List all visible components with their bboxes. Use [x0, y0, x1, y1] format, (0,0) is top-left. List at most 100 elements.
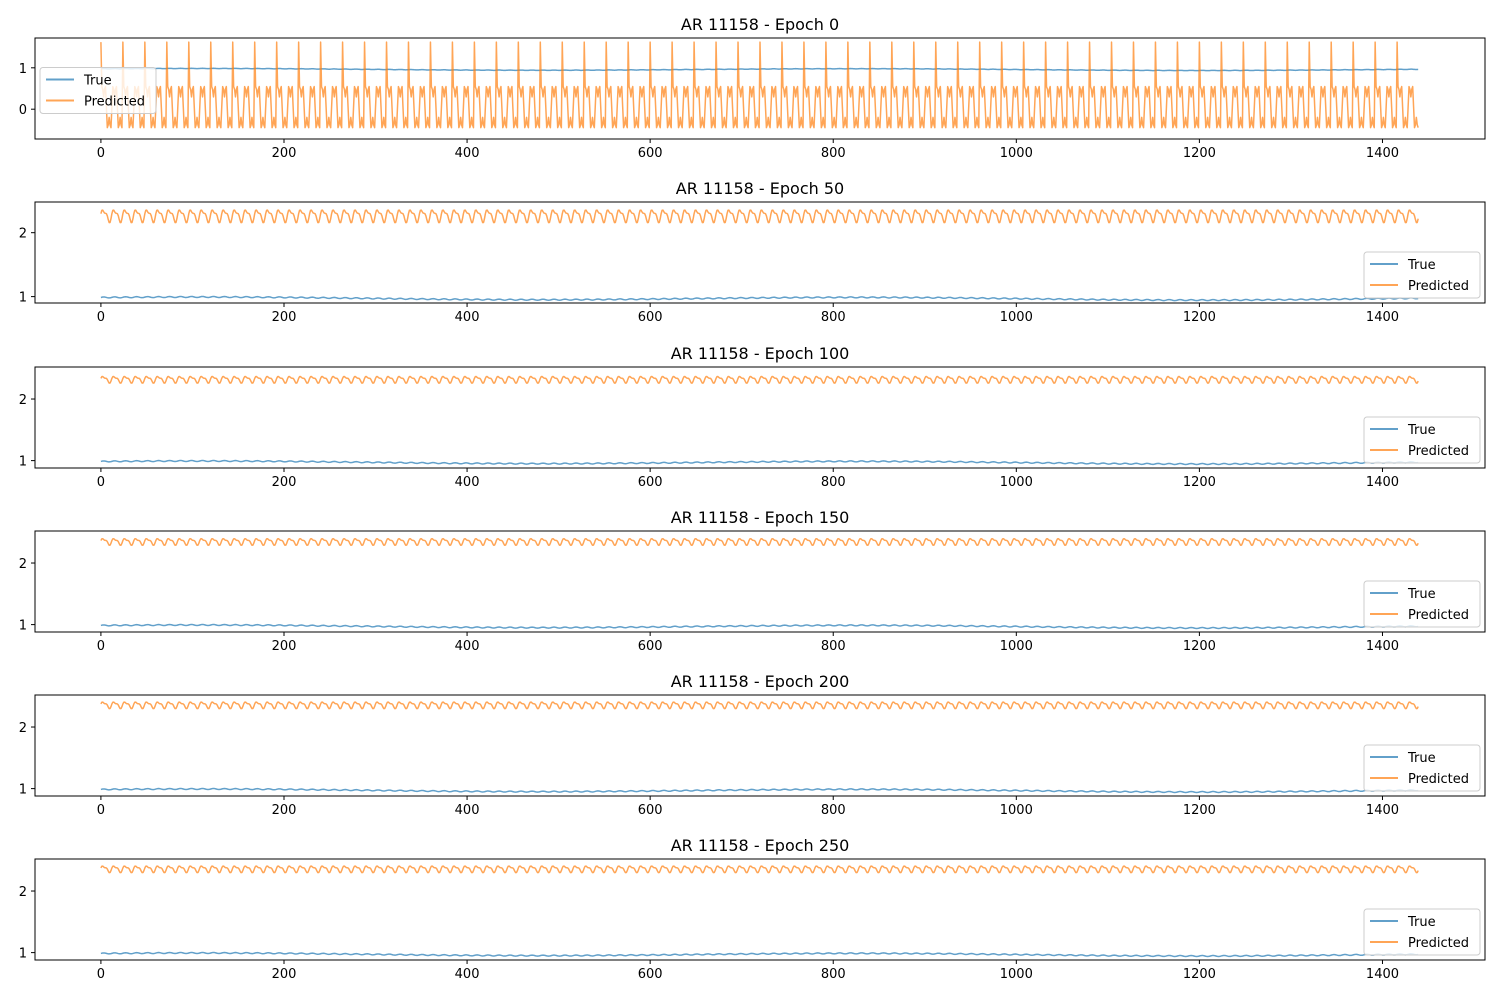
x-tick-label: 800: [821, 475, 846, 490]
y-tick-label: 1: [19, 62, 27, 77]
x-tick-label: 600: [638, 803, 663, 818]
x-tick-label: 1200: [1183, 803, 1216, 818]
chart-title: AR 11158 - Epoch 0: [681, 15, 839, 34]
legend-label: Predicted: [84, 95, 145, 110]
x-tick-label: 0: [97, 803, 105, 818]
series-line-true: [100, 951, 1419, 958]
chart-title: AR 11158 - Epoch 200: [671, 672, 850, 691]
x-tick-label: 1400: [1366, 967, 1399, 982]
chart-title: AR 11158 - Epoch 150: [671, 508, 850, 527]
series-group: [100, 41, 1419, 129]
subplot-3: AR 11158 - Epoch 150 0 200 400 600 800 1000 120…: [19, 508, 1486, 654]
axes-frame: [34, 366, 1486, 469]
legend-label: Predicted: [1408, 444, 1469, 459]
x-tick-label: 800: [821, 146, 846, 161]
series-line-predicted: [100, 865, 1419, 874]
legend: True Predicted: [39, 67, 157, 114]
x-tick-label: 600: [638, 967, 663, 982]
series-line-predicted: [100, 701, 1419, 710]
x-tick-label: 400: [455, 639, 480, 654]
axes-frame: [34, 37, 1486, 140]
axes-frame: [34, 694, 1486, 797]
series-group: [100, 375, 1419, 466]
x-tick-label: 400: [455, 310, 480, 325]
x-tick-label: 800: [821, 639, 846, 654]
axes-frame: [34, 201, 1486, 304]
series-line-true: [100, 459, 1419, 466]
subplot-2: AR 11158 - Epoch 100 0 200 400 600 800 1000 120…: [19, 344, 1486, 490]
x-tick-label: 400: [455, 146, 480, 161]
x-tick-label: 1000: [1000, 803, 1033, 818]
x-tick-label: 0: [97, 639, 105, 654]
y-tick-label: 1: [19, 947, 27, 962]
legend: True Predicted: [1363, 744, 1481, 792]
chart-title: AR 11158 - Epoch 250: [671, 836, 850, 855]
x-tick-label: 1400: [1366, 146, 1399, 161]
y-tick-label: 2: [19, 885, 27, 900]
series-line-true: [100, 787, 1419, 794]
x-tick-label: 200: [272, 310, 297, 325]
x-tick-label: 0: [97, 475, 105, 490]
legend-label: True: [1407, 587, 1436, 602]
x-tick-label: 200: [272, 146, 297, 161]
legend: True Predicted: [1363, 251, 1481, 299]
series-group: [100, 701, 1419, 794]
legend-label: Predicted: [1408, 772, 1469, 787]
x-tick-label: 600: [638, 146, 663, 161]
x-tick-label: 400: [455, 967, 480, 982]
y-tick-label: 1: [19, 291, 27, 306]
y-tick-label: 2: [19, 557, 27, 572]
x-tick-label: 1200: [1183, 475, 1216, 490]
x-tick-label: 1200: [1183, 967, 1216, 982]
x-tick-label: 200: [272, 475, 297, 490]
legend-label: True: [1407, 423, 1436, 438]
subplot-5: AR 11158 - Epoch 250 0 200 400 600 800 1000 120…: [19, 836, 1486, 982]
legend-label: True: [1407, 751, 1436, 766]
x-tick-label: 1200: [1183, 639, 1216, 654]
axes-frame: [34, 858, 1486, 961]
x-tick-label: 200: [272, 803, 297, 818]
x-tick-label: 200: [272, 967, 297, 982]
x-tick-label: 0: [97, 967, 105, 982]
x-tick-label: 0: [97, 146, 105, 161]
chart-title: AR 11158 - Epoch 100: [671, 344, 850, 363]
x-tick-label: 200: [272, 639, 297, 654]
x-tick-label: 800: [821, 310, 846, 325]
x-tick-label: 600: [638, 475, 663, 490]
subplot-1: AR 11158 - Epoch 50 0 200 400 600 800 1000 1200…: [19, 179, 1486, 325]
y-tick-label: 1: [19, 783, 27, 798]
x-tick-label: 400: [455, 803, 480, 818]
y-tick-label: 0: [19, 103, 27, 118]
x-tick-label: 1400: [1366, 310, 1399, 325]
subplot-4: AR 11158 - Epoch 200 0 200 400 600 800 1000 120…: [19, 672, 1486, 818]
legend-label: Predicted: [1408, 279, 1469, 294]
axes-frame: [34, 530, 1486, 633]
x-tick-label: 1400: [1366, 475, 1399, 490]
x-tick-label: 800: [821, 803, 846, 818]
series-line-predicted: [100, 375, 1419, 384]
y-tick-label: 1: [19, 619, 27, 634]
legend: True Predicted: [1363, 908, 1481, 956]
legend-label: True: [83, 74, 112, 89]
x-tick-label: 400: [455, 475, 480, 490]
y-tick-label: 2: [19, 393, 27, 408]
x-tick-label: 1200: [1183, 310, 1216, 325]
x-tick-label: 1000: [1000, 967, 1033, 982]
series-line-predicted: [100, 537, 1419, 546]
y-tick-label: 2: [19, 721, 27, 736]
x-tick-label: 0: [97, 310, 105, 325]
legend-label: Predicted: [1408, 936, 1469, 951]
x-tick-label: 1400: [1366, 803, 1399, 818]
y-tick-label: 2: [19, 227, 27, 242]
legend-label: True: [1407, 915, 1436, 930]
series-line-true: [100, 623, 1419, 630]
x-tick-label: 1000: [1000, 146, 1033, 161]
series-group: [100, 537, 1419, 630]
x-tick-label: 1000: [1000, 475, 1033, 490]
x-tick-label: 1000: [1000, 310, 1033, 325]
x-tick-label: 800: [821, 967, 846, 982]
legend: True Predicted: [1363, 580, 1481, 628]
subplot-0: AR 11158 - Epoch 0 0 200 400 600 800 1000 1200 1…: [19, 15, 1486, 161]
legend-label: True: [1407, 258, 1436, 273]
